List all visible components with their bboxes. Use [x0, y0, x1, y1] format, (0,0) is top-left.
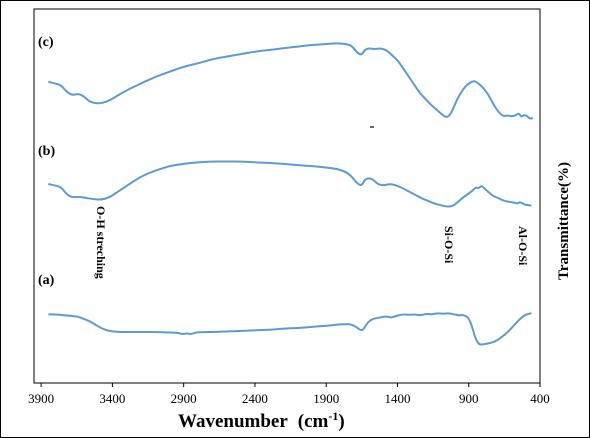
series-label-b: (b)	[38, 144, 55, 159]
annotation-label: Al-O-Si	[516, 226, 530, 266]
x-tick-label: 2900	[171, 391, 197, 406]
series-line-a	[48, 312, 532, 346]
x-tick-label: 1900	[313, 391, 339, 406]
series-layer	[48, 42, 534, 346]
x-tick-label: 3400	[99, 391, 125, 406]
series-line-c	[48, 42, 534, 120]
annotations: O-H streching Si-O-Si Al-O-Si	[94, 206, 530, 279]
y-axis-label: Transmittance(%)	[556, 162, 572, 280]
x-tick-label: 3900	[28, 391, 54, 406]
series-label-c: (c)	[38, 35, 54, 50]
series-line-b	[48, 160, 532, 208]
x-axis-label-main: Wavenumber	[178, 411, 288, 432]
annotation-label: Si-O-Si	[442, 226, 456, 264]
x-tick-label: 2400	[242, 391, 268, 406]
panel-labels: (c) (b) (a)	[38, 35, 55, 288]
x-axis-label-close: )	[338, 411, 344, 432]
x-axis-label: Wavenumber (cm-1)	[178, 409, 345, 432]
series-label-a: (a)	[38, 273, 55, 288]
x-axis-label-unit: (cm	[298, 411, 329, 432]
x-ticks: 3900 3400 2900 2400 1900 1400 900 400	[28, 383, 550, 406]
x-tick-label: 1400	[384, 391, 410, 406]
x-tick-label: 900	[459, 391, 479, 406]
annotation-label: O-H streching	[94, 206, 108, 279]
x-tick-label: 400	[530, 391, 550, 406]
x-axis-label-sup: -1	[328, 409, 338, 423]
